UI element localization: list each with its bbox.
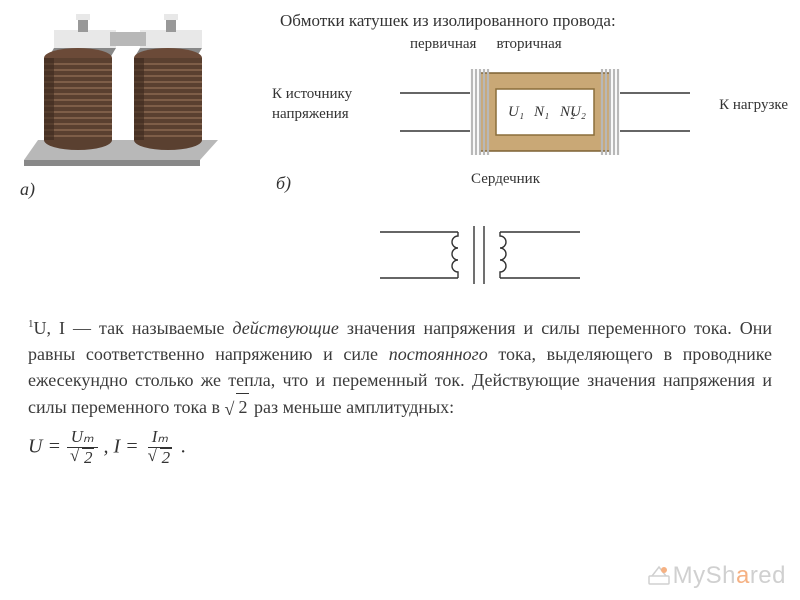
watermark: MyShared xyxy=(647,562,786,590)
body-paragraph: 1U, I — так называемые действующие значе… xyxy=(0,305,800,420)
load-label: К нагрузке xyxy=(719,97,788,114)
core-label: Сердечник xyxy=(471,171,540,194)
transformer-circuit-symbol xyxy=(380,220,580,290)
watermark-icon xyxy=(647,562,671,586)
secondary-label: вторичная xyxy=(496,36,561,53)
svg-text:N₁: N₁ xyxy=(533,104,549,120)
svg-text:U₁: U₁ xyxy=(508,104,524,120)
source-label: К источнику напряжения xyxy=(272,85,352,124)
svg-text:U₂: U₂ xyxy=(570,104,586,120)
transformer-schematic-diagram: U₁ N₁ N₂ U₂ xyxy=(400,59,690,169)
winding-title: Обмотки катушек из изолированного провод… xyxy=(280,10,780,32)
transformer-3d-image xyxy=(20,10,240,170)
formula-row: U = Uₘ 2 , I = Iₘ 2 . xyxy=(0,420,800,475)
figure-label-b: б) xyxy=(276,173,291,194)
figure-label-a: а) xyxy=(20,179,280,200)
primary-label: первичная xyxy=(410,36,476,53)
